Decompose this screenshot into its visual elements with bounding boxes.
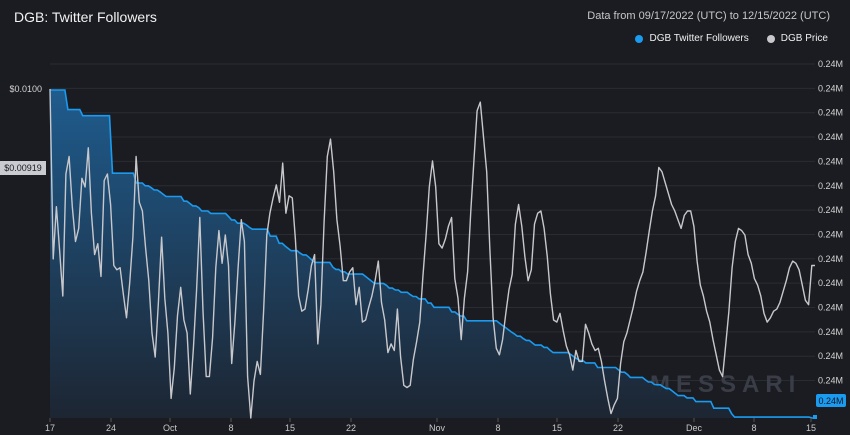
left-tick-label-0: $0.0100	[9, 84, 42, 94]
right-tick-label-12: 0.24M	[818, 351, 843, 361]
chart-title: DGB: Twitter Followers	[14, 9, 157, 25]
price-line	[49, 88, 815, 419]
right-tick-label-5: 0.24M	[818, 181, 843, 191]
right-tick-label-6: 0.24M	[818, 205, 843, 215]
x-tick-label-3: 8	[228, 423, 233, 433]
x-tick-label-10: Dec	[686, 423, 703, 433]
right-tick-label-10: 0.24M	[818, 303, 843, 313]
x-tick-label-5: 22	[346, 423, 356, 433]
right-tick-label-2: 0.24M	[818, 108, 843, 118]
legend-label-price: DGB Price	[780, 33, 828, 44]
x-tick-label-1: 24	[106, 423, 116, 433]
followers-line	[50, 89, 815, 419]
right-current-badge	[816, 394, 846, 407]
right-tick-label-13: 0.24M	[818, 376, 843, 386]
right-current-label: 0.24M	[818, 396, 843, 406]
x-tick-label-7: 8	[495, 423, 500, 433]
price-line-layer	[49, 88, 815, 419]
right-tick-label-3: 0.24M	[818, 132, 843, 142]
right-tick-label-9: 0.24M	[818, 278, 843, 288]
x-tick-label-6: Nov	[429, 423, 446, 433]
followers-area-layer	[50, 89, 817, 419]
left-current-badge	[0, 161, 46, 175]
followers-end-marker	[813, 415, 817, 419]
x-tick-label-2: Oct	[163, 423, 178, 433]
x-tick-label-12: 15	[806, 423, 816, 433]
x-tick-label-11: 8	[751, 423, 756, 433]
right-axis: 0.24M 0.24M 0.24M 0.24M 0.24M 0.24M 0.24M 0.24M…	[816, 59, 846, 407]
left-current-label: $0.00919	[4, 163, 42, 173]
x-tick-label-8: 15	[552, 423, 562, 433]
legend: DGB Twitter Followers DGB Price	[635, 33, 828, 44]
x-axis: 17 24 Oct 8 15 22 Nov 8 15 22 Dec 8 15	[45, 418, 816, 433]
x-tick-label-4: 15	[285, 423, 295, 433]
legend-item-price[interactable]: DGB Price	[766, 33, 828, 44]
right-tick-label-0: 0.24M	[818, 59, 843, 69]
right-tick-label-4: 0.24M	[818, 156, 843, 166]
right-tick-label-8: 0.24M	[818, 254, 843, 264]
legend-dot-price	[766, 34, 775, 43]
legend-item-followers[interactable]: DGB Twitter Followers	[635, 33, 749, 44]
left-axis: $0.0100 $0.00919	[0, 84, 46, 175]
date-range-label: Data from 09/17/2022 (UTC) to 12/15/2022…	[587, 10, 830, 22]
x-tick-label-0: 17	[45, 423, 55, 433]
right-tick-label-1: 0.24M	[818, 83, 843, 93]
legend-dot-followers	[635, 34, 644, 43]
followers-area-fill	[50, 90, 815, 418]
legend-label-followers: DGB Twitter Followers	[649, 33, 749, 44]
right-tick-label-7: 0.24M	[818, 229, 843, 239]
right-tick-label-11: 0.24M	[818, 327, 843, 337]
x-tick-label-9: 22	[613, 423, 623, 433]
